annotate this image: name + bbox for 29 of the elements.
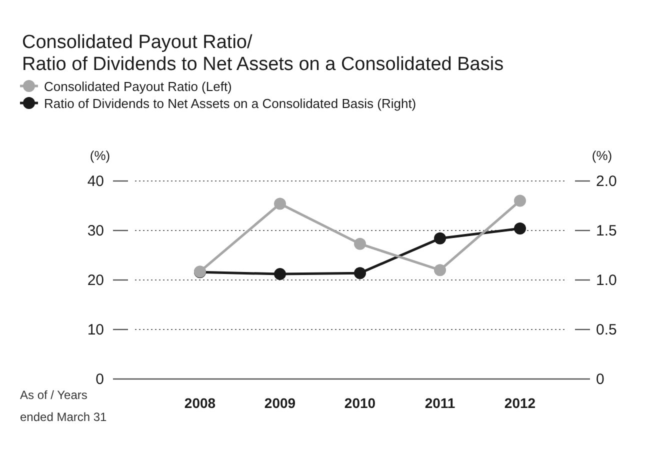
point [354, 238, 366, 250]
y-axis-title: (%) [90, 148, 110, 163]
text: As of / Years ended March 31 [20, 388, 108, 424]
y2-tick-label: 0 [596, 371, 604, 388]
point [514, 194, 526, 207]
y-tick-label: 40 [87, 173, 104, 190]
x-tick-label: 2011 [424, 395, 456, 411]
y2-tick-label: 1.0 [596, 272, 617, 289]
y2-tick-label: 2.0 [596, 173, 617, 190]
x-tick-label: 2008 [184, 395, 216, 411]
y2-axis-title: (%) [592, 148, 612, 163]
point [274, 198, 286, 210]
y-tick-label: 0 [96, 371, 104, 388]
y2-tick-label: 0.5 [596, 322, 617, 338]
legend-label: Ratio of Dividends to Net Assets on a Consolidated Basis (Right) [44, 96, 416, 111]
point [274, 268, 286, 280]
x-tick-label: 2009 [264, 395, 296, 411]
y-tick-label: 10 [87, 322, 104, 338]
y-tick-label: 20 [87, 272, 104, 289]
y-tick-label: 30 [87, 222, 104, 240]
point [434, 232, 446, 244]
x-tick-label: 2010 [344, 395, 376, 411]
point [354, 267, 366, 280]
y2-tick-label: 1.5 [596, 222, 617, 240]
point [434, 264, 446, 276]
legend-label: Consolidated Payout Ratio (Left) [44, 79, 232, 94]
x-tick-label: 2012 [504, 395, 536, 411]
point [514, 222, 526, 235]
chart-title: Consolidated Payout Ratio/ Ratio of Dividends to Net Assets on a Consolidated Basis [22, 32, 504, 75]
